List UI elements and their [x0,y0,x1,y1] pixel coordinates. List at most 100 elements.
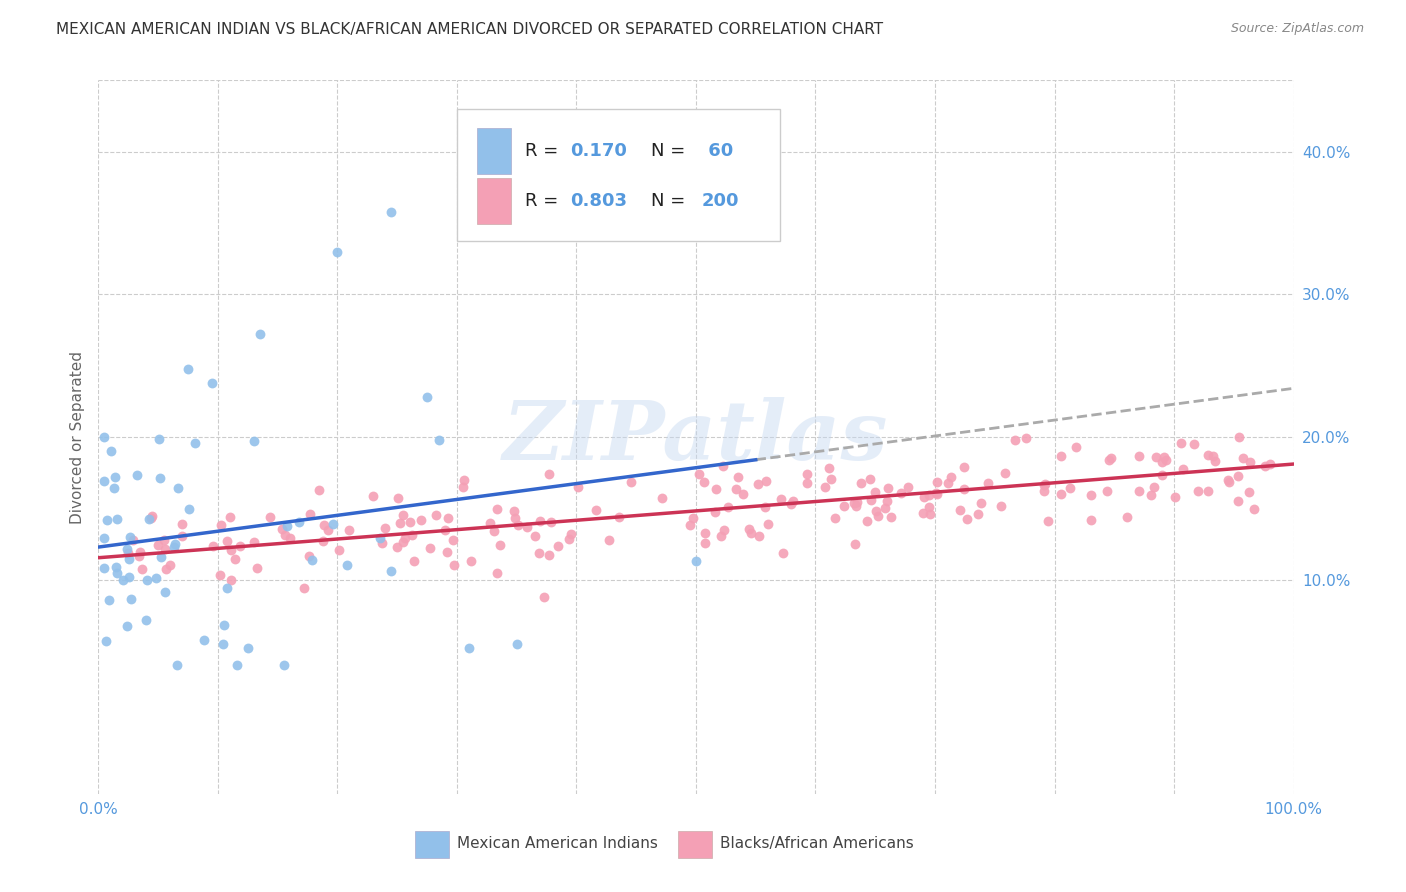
Text: Mexican American Indians: Mexican American Indians [457,837,658,851]
Point [717,500,740,515]
Point [170,516,193,531]
Point [201,376,224,390]
Point [374,521,396,535]
Point [598,533,620,548]
Point [301,553,323,567]
Point [1004,433,1026,447]
Point [370,531,392,545]
Point [129,544,152,558]
Point [503,504,526,518]
Point [219,510,242,524]
Point [202,540,225,554]
Point [273,528,295,542]
Point [136,573,159,587]
Point [1154,452,1177,467]
Point [679,518,702,533]
Point [560,526,582,541]
Point [135,613,157,627]
Point [868,509,890,524]
Point [754,500,776,515]
Point [890,486,912,500]
Point [425,508,447,522]
Point [416,390,439,404]
Point [193,632,215,647]
Point [818,461,841,475]
Point [1197,484,1219,499]
Point [620,475,643,489]
Text: R =: R = [524,143,564,161]
Point [105,566,128,580]
Point [1064,440,1087,454]
Text: 200: 200 [702,193,740,211]
Point [506,518,529,533]
Text: Source: ZipAtlas.com: Source: ZipAtlas.com [1230,22,1364,36]
Text: N =: N = [651,193,690,211]
Point [361,489,384,503]
Point [955,512,977,526]
Point [1080,513,1102,527]
Point [693,526,716,541]
Point [1218,475,1240,490]
Point [1099,450,1122,465]
Y-axis label: Divorced or Separated: Divorced or Separated [69,351,84,524]
Point [918,488,941,502]
Bar [477,128,510,175]
Point [1050,487,1073,501]
Point [308,483,330,497]
Point [243,434,266,449]
Point [259,510,281,524]
Point [488,538,510,552]
Point [516,520,538,534]
Point [607,509,630,524]
Point [209,518,232,533]
Point [411,513,433,527]
Point [920,507,942,521]
Point [1218,473,1240,487]
Point [567,480,589,494]
Point [166,658,188,673]
Point [404,554,426,568]
Point [855,514,877,528]
Point [682,511,704,525]
Point [100,444,122,458]
Point [1232,451,1254,466]
Point [96,513,118,527]
Point [537,467,560,481]
Point [873,500,896,515]
FancyBboxPatch shape [457,109,780,241]
Point [738,522,761,536]
Point [398,515,420,529]
Point [1239,455,1261,469]
Text: MEXICAN AMERICAN INDIAN VS BLACK/AFRICAN AMERICAN DIVORCED OR SEPARATED CORRELAT: MEXICAN AMERICAN INDIAN VS BLACK/AFRICAN… [56,22,883,37]
Point [1080,488,1102,502]
Point [288,515,311,529]
Point [939,469,962,483]
Point [1197,448,1219,462]
Point [880,509,903,524]
Point [298,508,321,522]
Point [149,549,172,564]
Point [547,539,569,553]
Point [141,508,163,523]
Point [844,537,866,551]
Point [711,459,734,474]
Point [693,475,716,490]
Point [796,467,818,481]
Point [506,637,529,651]
Point [704,505,727,519]
Point [1204,454,1226,468]
Point [453,473,475,487]
Point [814,480,837,494]
Bar [477,178,510,225]
Point [478,516,501,530]
Point [117,546,139,560]
Text: ZIPatlas: ZIPatlas [503,397,889,477]
Point [328,542,350,557]
Point [527,546,550,560]
Point [755,474,778,488]
Point [184,435,207,450]
Point [436,511,458,525]
Point [212,637,235,651]
Point [153,533,176,548]
Point [918,500,941,515]
